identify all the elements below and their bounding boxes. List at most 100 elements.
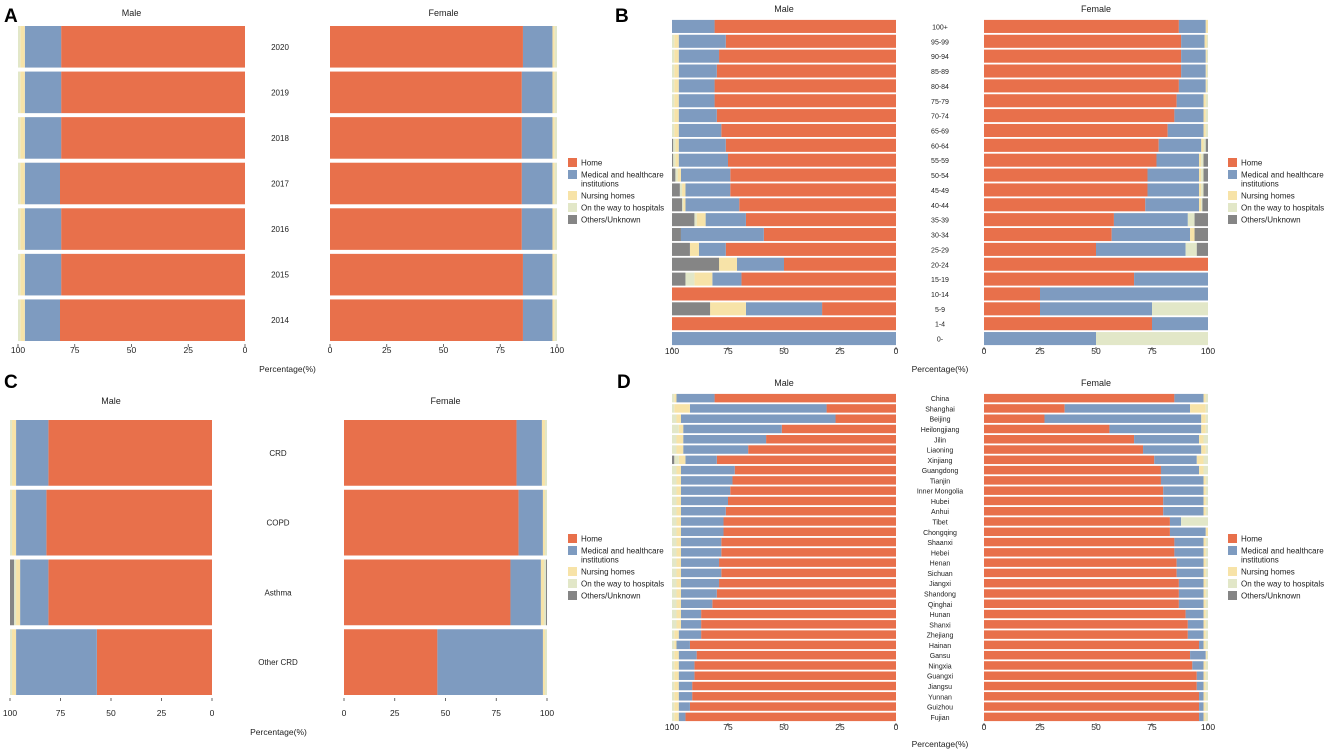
legend: Home Medical and healthcare institutions Nu… — [1228, 534, 1324, 601]
legend-label: Home — [1241, 159, 1263, 168]
bar-segment-male-tibet-s0 — [723, 517, 896, 526]
bar-segment-male-copd-s3 — [10, 489, 13, 556]
tick-label: 100 — [550, 345, 564, 355]
bar-segment-male-tianjin-s3 — [672, 476, 677, 485]
bar-segment-female-chongqing-s2 — [1205, 527, 1208, 537]
bar-segment-female-shanghai-s3 — [1205, 404, 1208, 413]
bar-segment-male-1-4-s0 — [672, 317, 896, 331]
bar-segment-female-90-94-s0 — [984, 49, 1182, 63]
bar-segment-male-5-9-s2 — [710, 302, 746, 316]
bar-segment-male-gansu-s1 — [678, 650, 697, 660]
bar-segment-female-40-44-s0 — [984, 198, 1146, 212]
bar-segment-female-2015-s2 — [552, 253, 555, 296]
bar-segment-female-heilongjiang-s3 — [1205, 424, 1208, 434]
bar-segment-male-35-39-s0 — [745, 213, 896, 227]
bar-segment-male-heilongjiang-s0 — [781, 424, 896, 434]
category-label: Xinjiang — [928, 458, 953, 465]
tick-label: 50 — [441, 708, 451, 718]
bar-segment-female-shandong-s3 — [1205, 589, 1208, 598]
bar-segment-male-jiangsu-s1 — [678, 681, 693, 691]
legend-swatch — [568, 546, 577, 555]
bar-segment-female-2017-s1 — [521, 162, 553, 205]
bar-segment-male-tibet-s2 — [676, 517, 681, 526]
bar-segment-female-china-s0 — [984, 393, 1175, 403]
legend: Home Medical and healthcare institutions Nu… — [1228, 158, 1324, 225]
bar-segment-male-2014-s0 — [60, 299, 245, 341]
bar-segment-male-heilongjiang-s2 — [678, 424, 684, 434]
bar-segment-male-45-49-s1 — [685, 183, 731, 197]
bar-segment-female-guangxi-s3 — [1205, 671, 1208, 680]
bar-segment-female-liaoning-s2 — [1201, 445, 1206, 454]
bar-segment-male-15-19-s4 — [672, 272, 686, 286]
bar-segment-female-asthma-s1 — [510, 559, 541, 626]
bar-segment-male-0--s1 — [672, 332, 896, 346]
category-label: Jilin — [934, 437, 946, 444]
bar-segment-female-60-64-s4 — [1205, 138, 1208, 152]
bar-segment-female-guangdong-s3 — [1203, 465, 1208, 475]
category-label: 2015 — [271, 271, 289, 280]
tick-label: 50 — [106, 708, 116, 718]
bar-segment-female-2019-s2 — [552, 71, 555, 114]
bar-segment-male-qinghai-s2 — [676, 599, 681, 608]
bar-segment-male-other-crd-s1 — [16, 629, 97, 695]
legend-swatch — [568, 215, 577, 224]
bar-segment-female-2016-s0 — [330, 208, 522, 250]
bar-segment-male-ningxia-s1 — [678, 661, 695, 670]
bar-segment-male-50-54-s1 — [680, 168, 731, 182]
bar-segment-male-40-44-s1 — [685, 198, 740, 212]
category-label: Jiangxi — [929, 581, 951, 588]
panel-letter-a: A — [4, 6, 18, 27]
bar-segment-male-sichuan-s1 — [680, 568, 722, 578]
tick-label: 75 — [723, 722, 733, 732]
bar-segment-male-hainan-s3 — [672, 640, 675, 650]
bar-segment-female-30-34-s0 — [984, 227, 1112, 242]
bar-segment-female-shaanxi-s3 — [1205, 537, 1208, 547]
bar-segment-male-95-99-s3 — [672, 34, 675, 48]
bar-segment-female-copd-s2 — [542, 489, 545, 556]
legend-label: Home — [1241, 535, 1263, 544]
bar-segment-male-60-64-s1 — [678, 138, 726, 152]
bar-segment-male-100--s1 — [672, 19, 715, 33]
legend-swatch — [568, 591, 577, 600]
bar-segment-female-85-89-s1 — [1181, 64, 1206, 78]
bar-segment-female-xinjiang-s1 — [1154, 455, 1197, 465]
bar-segment-male-75-79-s0 — [714, 94, 896, 108]
bar-segment-male-gansu-s3 — [672, 650, 675, 660]
female-title: Female — [1081, 4, 1111, 14]
bar-segment-female-zhejiang-s1 — [1187, 630, 1204, 639]
legend-label: Nursing homes — [581, 568, 635, 577]
tick-label: 0 — [982, 346, 987, 356]
bar-segment-male-95-99-s0 — [725, 34, 896, 48]
legend-label: Nursing homes — [1241, 192, 1295, 201]
bar-segment-female-2014-s3 — [554, 299, 557, 341]
tick-label: 100 — [11, 345, 25, 355]
bar-segment-male-shandong-s3 — [672, 589, 677, 598]
category-label: 2016 — [271, 225, 289, 234]
bar-segment-female-asthma-s2 — [540, 559, 544, 626]
bar-segment-male-zhejiang-s1 — [678, 630, 702, 639]
bar-segment-male-guangdong-s1 — [680, 465, 735, 475]
bar-segment-female-xinjiang-s3 — [1203, 455, 1208, 465]
tick-label: 50 — [779, 722, 789, 732]
category-label: Hainan — [929, 643, 951, 650]
bar-segment-female-gansu-s0 — [984, 650, 1191, 660]
bar-segment-male-tibet-s1 — [680, 517, 724, 526]
bar-segment-male-20-24-s0 — [784, 257, 896, 271]
category-label: 2017 — [271, 180, 289, 189]
category-label: 100+ — [932, 24, 948, 31]
bar-segment-female-shandong-s1 — [1178, 589, 1204, 598]
bar-segment-female-2018-s2 — [552, 117, 555, 159]
side-male: Male 0 25 50 75 100 — [3, 396, 215, 718]
category-label: 25-29 — [931, 247, 949, 254]
bar-segment-male-guangxi-s1 — [678, 671, 695, 680]
bar-segment-male-2019-s2 — [20, 71, 25, 114]
bar-segment-female-copd-s1 — [518, 489, 543, 556]
bar-segment-male-2014-s1 — [24, 299, 61, 341]
category-label: Heilongjiang — [921, 427, 960, 434]
bar-segment-female-75-79-s3 — [1205, 94, 1208, 108]
bar-segment-male-15-19-s1 — [712, 272, 742, 286]
bar-segment-female-tianjin-s2 — [1203, 476, 1206, 485]
bar-segment-female-yunnan-s2 — [1203, 692, 1206, 701]
side-female: Female 0 25 50 75 100 — [982, 378, 1216, 732]
category-label: Ningxia — [928, 663, 951, 670]
